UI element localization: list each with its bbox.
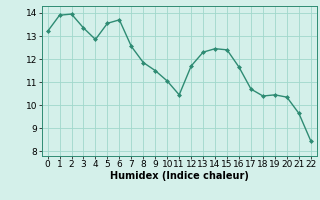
X-axis label: Humidex (Indice chaleur): Humidex (Indice chaleur) <box>110 171 249 181</box>
